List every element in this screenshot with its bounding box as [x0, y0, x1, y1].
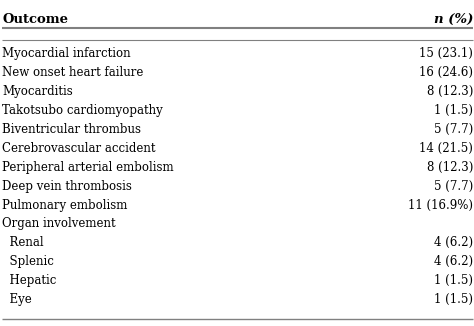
Text: Deep vein thrombosis: Deep vein thrombosis: [2, 180, 132, 193]
Text: Takotsubo cardiomyopathy: Takotsubo cardiomyopathy: [2, 104, 163, 117]
Text: Peripheral arterial embolism: Peripheral arterial embolism: [2, 161, 174, 174]
Text: 11 (16.9%): 11 (16.9%): [408, 199, 473, 212]
Text: 1 (1.5): 1 (1.5): [434, 104, 473, 117]
Text: Eye: Eye: [2, 293, 32, 306]
Text: n (%): n (%): [434, 13, 473, 26]
Text: New onset heart failure: New onset heart failure: [2, 66, 144, 79]
Text: Outcome: Outcome: [2, 13, 68, 26]
Text: Organ involvement: Organ involvement: [2, 217, 116, 230]
Text: Splenic: Splenic: [2, 255, 54, 268]
Text: 14 (21.5): 14 (21.5): [419, 142, 473, 155]
Text: 1 (1.5): 1 (1.5): [434, 274, 473, 287]
Text: 4 (6.2): 4 (6.2): [434, 255, 473, 268]
Text: 8 (12.3): 8 (12.3): [427, 85, 473, 98]
Text: Renal: Renal: [2, 236, 44, 249]
Text: 15 (23.1): 15 (23.1): [419, 47, 473, 60]
Text: 16 (24.6): 16 (24.6): [419, 66, 473, 79]
Text: 5 (7.7): 5 (7.7): [434, 123, 473, 136]
Text: 8 (12.3): 8 (12.3): [427, 161, 473, 174]
Text: Cerebrovascular accident: Cerebrovascular accident: [2, 142, 156, 155]
Text: Myocardial infarction: Myocardial infarction: [2, 47, 131, 60]
Text: Biventricular thrombus: Biventricular thrombus: [2, 123, 141, 136]
Text: Hepatic: Hepatic: [2, 274, 57, 287]
Text: Pulmonary embolism: Pulmonary embolism: [2, 199, 128, 212]
Text: 1 (1.5): 1 (1.5): [434, 293, 473, 306]
Text: Myocarditis: Myocarditis: [2, 85, 73, 98]
Text: 5 (7.7): 5 (7.7): [434, 180, 473, 193]
Text: 4 (6.2): 4 (6.2): [434, 236, 473, 249]
